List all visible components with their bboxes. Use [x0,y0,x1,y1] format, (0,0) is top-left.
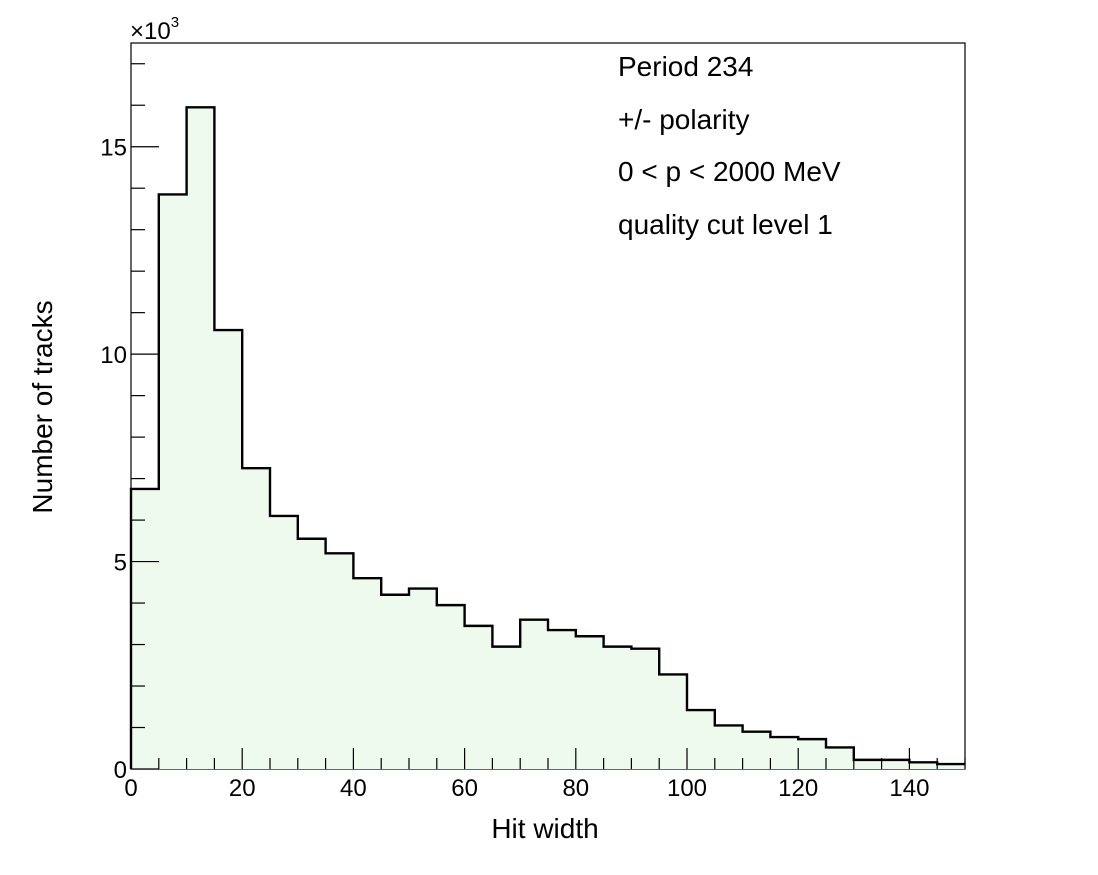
histogram-bin [575,636,605,769]
histogram-bin [742,731,771,769]
y-axis-multiplier-exponent: 3 [171,14,179,31]
histogram-bin [548,630,577,769]
histogram-bin [409,588,438,769]
x-axis-ticks: 0 20 40 60 80 100 120 140 [124,748,966,802]
y-tick-label: 15 [100,135,127,162]
histogram-bin [687,710,716,769]
histogram-bin [520,619,549,769]
x-axis-title: Hit width [491,813,598,844]
x-tick-label: 100 [667,775,707,802]
histogram-bin [798,739,827,769]
histogram-bin [464,625,493,769]
histogram-bin [770,737,799,769]
histogram-bin [659,674,688,769]
histogram-bin [242,468,271,769]
x-tick-label: 60 [451,775,478,802]
histogram-bin [325,553,354,769]
histogram-bin [186,107,215,769]
histogram-bin [131,488,160,769]
x-tick-label: 0 [124,775,137,802]
histogram-bin [270,515,299,769]
histogram-bin [381,594,410,769]
histogram-bin [214,330,243,769]
x-tick-label: 80 [562,775,589,802]
histogram-bin [631,648,660,769]
histogram-bin [158,194,188,769]
x-tick-label: 120 [778,775,818,802]
histogram-bin [881,759,910,769]
y-axis-multiplier-base: ×10 [130,18,171,45]
x-tick-label: 140 [889,775,929,802]
histogram-bin [353,578,382,769]
annotation-quality-cut: quality cut level 1 [618,209,833,240]
annotation-polarity: +/- polarity [618,104,750,135]
histogram-bin [297,538,327,769]
histogram-bin [826,747,855,769]
x-tick-label: 40 [340,775,367,802]
x-tick-label: 20 [229,775,256,802]
histogram-bin [492,646,521,769]
histogram-bin [436,605,466,769]
histogram-fill-layer [131,107,966,769]
histogram-bin [853,759,883,769]
y-axis-ticks: 0 5 10 15 [100,63,159,784]
annotation-period: Period 234 [618,51,753,82]
y-tick-label: 0 [114,757,127,784]
histogram-bin [714,725,744,769]
y-tick-label: 5 [114,550,127,577]
y-tick-label: 10 [100,342,127,369]
annotation-momentum-range: 0 < p < 2000 MeV [618,156,841,187]
y-axis-multiplier: ×103 [130,14,179,45]
histogram-bin [603,646,632,769]
histogram-outline [129,106,965,769]
histogram-bin [909,762,938,769]
histogram-bin [937,764,966,769]
y-axis-title: Number of tracks [27,300,58,513]
